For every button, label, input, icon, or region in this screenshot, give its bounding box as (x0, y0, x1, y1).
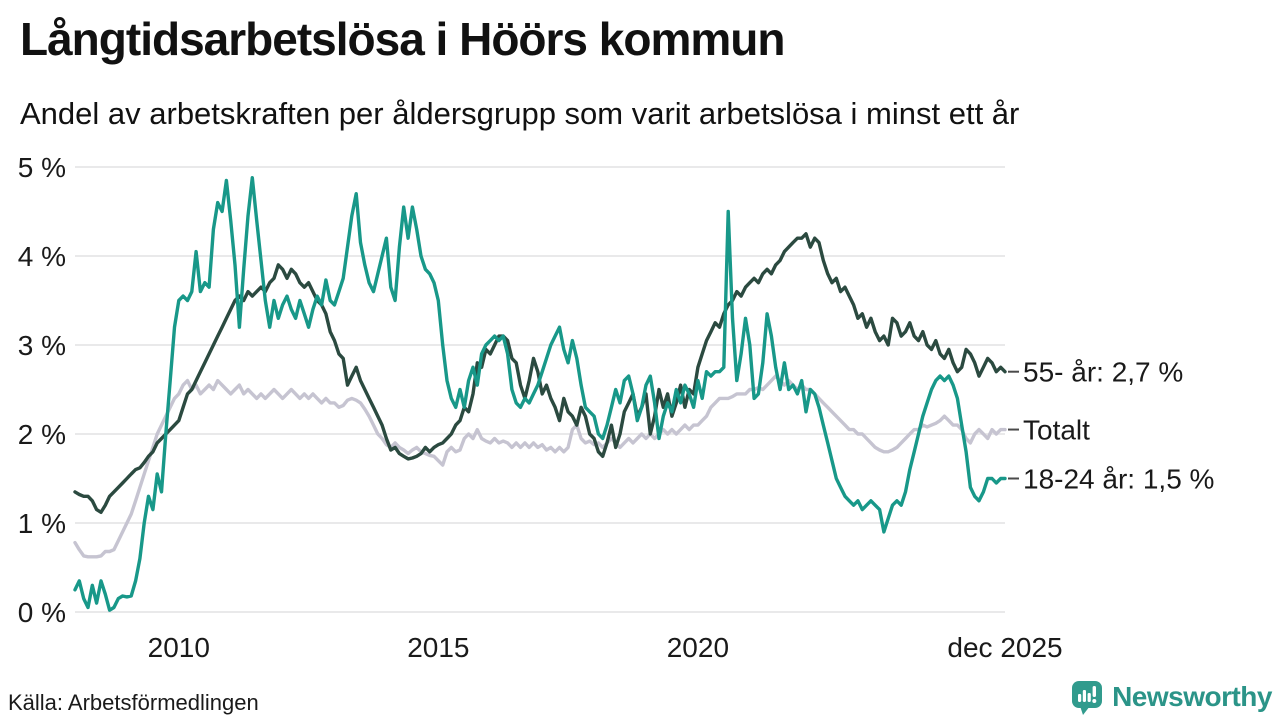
x-tick-label: dec 2025 (947, 632, 1062, 663)
x-tick-label: 2015 (407, 632, 469, 663)
y-tick-label: 2 % (18, 419, 66, 450)
newsworthy-chart-bubble-icon (1072, 681, 1103, 715)
series-end-label: Totalt (1023, 415, 1090, 446)
series-line-totalt (73, 374, 1007, 559)
x-tick-label: 2020 (667, 632, 729, 663)
y-tick-label: 5 % (18, 152, 66, 183)
series-line-18-24-r (73, 175, 1007, 612)
x-tick-label: 2010 (148, 632, 210, 663)
series-end-label: 18-24 år: 1,5 % (1023, 464, 1214, 495)
chart-subtitle: Andel av arbetskraften per åldersgrupp s… (20, 96, 1020, 131)
y-tick-label: 3 % (18, 330, 66, 361)
y-tick-label: 0 % (18, 597, 66, 628)
source-note: Källa: Arbetsförmedlingen (8, 690, 259, 715)
y-tick-label: 1 % (18, 508, 66, 539)
series-end-label: 55- år: 2,7 % (1023, 357, 1183, 388)
newsworthy-wordmark: Newsworthy (1112, 681, 1272, 712)
newsworthy-logo: Newsworthy (1070, 678, 1272, 716)
page-title: Långtidsarbetslösa i Höörs kommun (20, 13, 785, 65)
y-tick-label: 4 % (18, 241, 66, 272)
